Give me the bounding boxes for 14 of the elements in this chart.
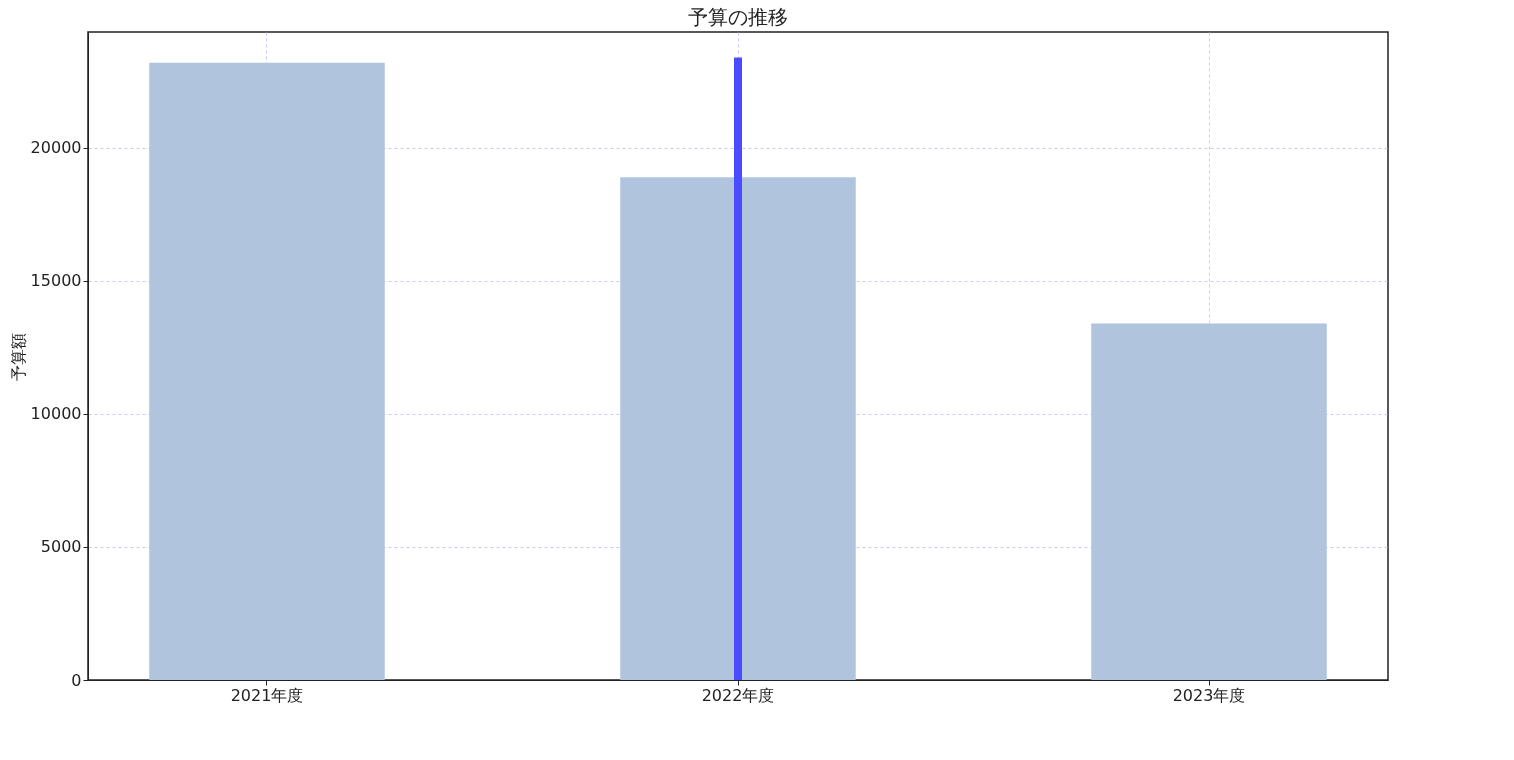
- y-tick-label: 10000: [30, 404, 82, 424]
- y-tick-label: 20000: [30, 138, 82, 158]
- bar: [149, 62, 385, 680]
- bar: [620, 177, 856, 680]
- chart-title: 予算の推移: [688, 5, 788, 29]
- bar: [1091, 323, 1327, 680]
- y-tick-label: 5000: [40, 537, 82, 557]
- x-tick-label: 2021年度: [230, 685, 304, 705]
- y-axis-title: 予算額: [8, 332, 28, 381]
- x-tick-label: 2023年度: [1172, 685, 1246, 705]
- y-tick-label: 0: [71, 670, 82, 690]
- x-tick-label: 2022年度: [701, 685, 775, 705]
- bar: [734, 57, 742, 680]
- y-tick-label: 15000: [30, 271, 82, 291]
